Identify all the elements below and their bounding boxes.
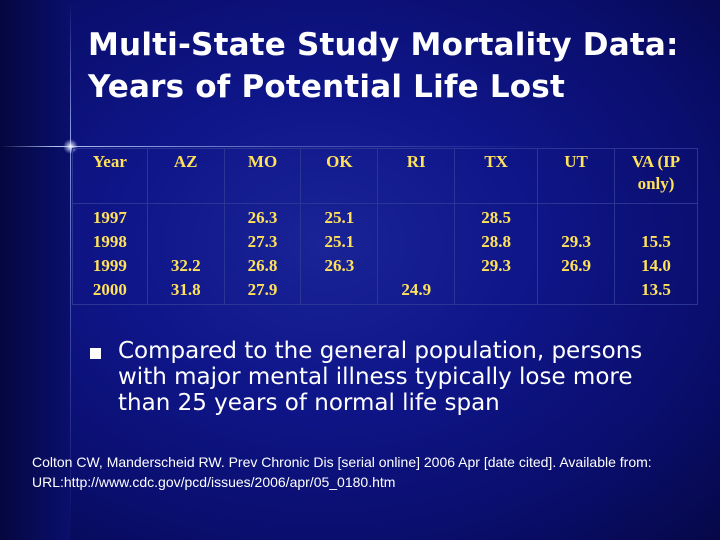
cell-ri-1998	[382, 230, 450, 254]
cell-va-1997	[619, 206, 693, 230]
cell-ok-1997: 25.1	[324, 208, 355, 227]
year-column: 1997 1998 1999 2000	[72, 203, 148, 305]
cell-ok-2000	[305, 278, 373, 302]
cell-ri-2000: 24.9	[401, 280, 432, 299]
cell-tx-1999: 29.3	[481, 256, 512, 275]
tx-column: 28.5 28.8 29.3	[454, 203, 539, 305]
header-ut: UT	[537, 148, 615, 204]
az-column: 32.2 31.8	[146, 203, 225, 305]
cell-ut-1997	[542, 206, 610, 230]
header-va-line-2: only)	[637, 174, 675, 193]
title-line-2: Years of Potential Life Lost	[88, 69, 565, 105]
bullet-text: Compared to the general population, pers…	[118, 338, 643, 416]
cell-az-2000: 31.8	[170, 280, 201, 299]
va-column: 15.5 14.0 13.5	[613, 203, 699, 305]
cell-va-1998: 15.5	[641, 232, 671, 251]
left-decorative-band	[0, 0, 70, 540]
cell-tx-1998: 28.8	[481, 232, 512, 251]
ok-column: 25.1 25.1 26.3	[300, 203, 379, 305]
citation: Colton CW, Manderscheid RW. Prev Chronic…	[32, 454, 652, 490]
mo-column: 26.3 27.3 26.8 27.9	[223, 203, 302, 305]
header-az: AZ	[146, 148, 225, 204]
cell-year-1999: 1999	[92, 256, 127, 275]
table-body-row: 1997 1998 1999 2000 32.2 31.8 26.3 27.3 …	[72, 203, 699, 305]
square-bullet-icon	[90, 348, 101, 359]
cell-ri-1997	[382, 206, 450, 230]
header-tx: TX	[454, 148, 539, 204]
cell-va-2000: 13.5	[641, 280, 671, 299]
cell-mo-1999: 26.8	[247, 256, 278, 275]
cell-year-1997: 1997	[92, 208, 127, 227]
vertical-accent-line	[70, 0, 71, 540]
cell-year-1998: 1998	[92, 232, 127, 251]
slide-title: Multi-State Study Mortality Data: Years …	[88, 24, 708, 108]
cell-mo-1997: 26.3	[247, 208, 278, 227]
cell-ut-2000	[542, 278, 610, 302]
cell-tx-2000	[459, 278, 533, 302]
cell-year-2000: 2000	[92, 280, 127, 299]
header-va-line-1: VA (IP	[631, 152, 681, 171]
header-ok: OK	[300, 148, 379, 204]
header-year: Year	[72, 148, 148, 204]
header-ri: RI	[377, 148, 456, 204]
cell-tx-1997: 28.5	[481, 208, 512, 227]
ri-column: 24.9	[377, 203, 456, 305]
horizontal-accent-line	[0, 146, 560, 147]
cell-ok-1999: 26.3	[324, 256, 355, 275]
cell-mo-2000: 27.9	[247, 280, 278, 299]
cell-ut-1999: 26.9	[561, 256, 591, 275]
ut-column: 29.3 26.9	[537, 203, 615, 305]
header-va: VA (IP only)	[613, 148, 699, 204]
cell-az-1997	[152, 206, 220, 230]
cell-ri-1999	[382, 254, 450, 278]
header-mo: MO	[223, 148, 302, 204]
cell-va-1999: 14.0	[641, 256, 671, 275]
cell-az-1999: 32.2	[170, 256, 201, 275]
cell-az-1998	[152, 230, 220, 254]
cell-ut-1998: 29.3	[561, 232, 591, 251]
table-header-row: Year AZ MO OK RI TX UT VA (IP only)	[72, 148, 699, 204]
cell-mo-1998: 27.3	[247, 232, 278, 251]
title-line-1: Multi-State Study Mortality Data:	[88, 27, 679, 63]
mortality-table: Year AZ MO OK RI TX UT VA (IP only) 1997…	[72, 148, 699, 305]
cell-ok-1998: 25.1	[324, 232, 355, 251]
